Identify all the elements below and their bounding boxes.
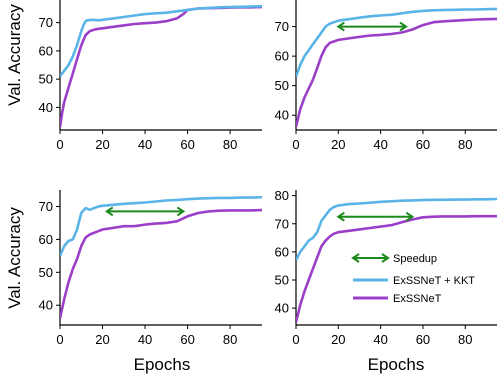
y-tick-label: 40 [275,301,289,316]
x-tick-label: 40 [373,137,387,152]
speedup-arrowhead-left [336,211,345,222]
series-line-kkt [296,7,497,78]
speedup-arrowhead-left [104,206,114,217]
x-tick-label: 60 [416,332,430,347]
chart-panels: 0 20 40 60 80 40 50 60 70 0 20 40 60 80 40 50 60 70 0 20 40 6… [39,0,497,347]
legend: Speedup ExSSNeT + KKT ExSSNeT [351,253,475,305]
panel-top-right: 0 20 40 60 80 40 50 60 70 [275,0,497,152]
x-tick-label: 80 [458,137,472,152]
x-tick-label: 80 [223,137,237,152]
speedup-arrowhead-right [399,21,408,32]
legend-speedup-arrowhead-left [351,253,360,263]
y-tick-label: 50 [275,273,289,288]
x-tick-label: 80 [458,332,472,347]
y-tick-label: 60 [39,43,53,58]
speedup-arrowhead-right [405,211,415,222]
panel-bottom-left: 0 20 40 60 80 40 50 60 70 [39,190,262,347]
x-tick-label: 0 [56,332,63,347]
y-axis-label-bottom: Val. Accuracy [5,207,24,309]
x-tick-label: 40 [373,332,387,347]
legend-speedup-arrowhead-right [381,253,390,263]
x-tick-label: 60 [180,332,194,347]
y-tick-label: 50 [275,78,289,93]
x-tick-label: 0 [292,137,299,152]
y-tick-label: 60 [275,49,289,64]
y-tick-label: 40 [39,298,53,313]
panel-top-left: 0 20 40 60 80 40 50 60 70 [39,0,262,152]
y-axis-label-top: Val. Accuracy [5,4,24,106]
x-axis-label-left: Epochs [134,355,191,374]
x-tick-label: 80 [223,332,237,347]
legend-speedup-label: Speedup [393,253,437,265]
y-tick-label: 70 [275,216,289,231]
x-tick-label: 40 [138,332,152,347]
y-tick-label: 70 [39,199,53,214]
series-line-base [60,5,262,128]
legend-base-label: ExSSNeT [393,293,442,305]
speedup-arrowhead-right [176,206,186,217]
y-tick-label: 40 [275,108,289,123]
series-line-kkt [60,4,262,78]
x-tick-label: 60 [180,137,194,152]
x-tick-label: 0 [56,137,63,152]
x-tick-label: 0 [292,332,299,347]
y-tick-label: 40 [39,100,53,115]
y-tick-label: 70 [39,15,53,30]
legend-kkt-label: ExSSNeT + KKT [393,275,475,287]
series-line-base [296,214,497,323]
series-line-kkt [60,195,262,257]
series-line-base [60,208,262,319]
series-line-base [296,17,497,128]
x-tick-label: 20 [95,137,109,152]
y-tick-label: 50 [39,72,53,87]
y-tick-label: 50 [39,265,53,280]
x-tick-label: 20 [331,137,345,152]
y-tick-label: 60 [39,232,53,247]
series-line-kkt [296,197,497,261]
x-tick-label: 20 [331,332,345,347]
panel-bottom-right: 0 20 40 60 80 40 50 60 70 80 [275,188,497,347]
x-tick-label: 20 [95,332,109,347]
y-tick-label: 70 [275,19,289,34]
y-tick-label: 80 [275,188,289,203]
x-axis-label-right: Epochs [368,355,425,374]
speedup-arrowhead-left [336,21,345,32]
x-tick-label: 40 [138,137,152,152]
x-tick-label: 60 [416,137,430,152]
y-tick-label: 60 [275,244,289,259]
